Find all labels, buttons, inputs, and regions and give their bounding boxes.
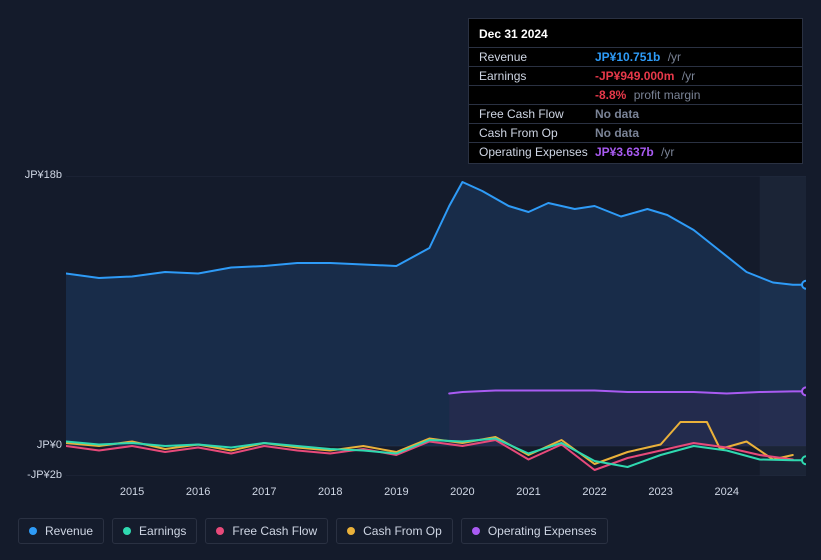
financials-chart[interactable]: JP¥18b JP¥0 -JP¥2b [18, 158, 806, 486]
tooltip-row-value: JP¥10.751b /yr [595, 50, 792, 64]
legend-dot-icon [123, 527, 131, 535]
legend-item[interactable]: Operating Expenses [461, 518, 608, 544]
tooltip-row-label: Cash From Op [479, 126, 595, 140]
tooltip-row-value: JP¥3.637b /yr [595, 145, 792, 159]
legend-label: Operating Expenses [488, 524, 597, 538]
tooltip-row-label: Earnings [479, 69, 595, 83]
tooltip-row: RevenueJP¥10.751b /yr [469, 47, 802, 66]
tooltip-row-label: Revenue [479, 50, 595, 64]
y-axis-label: JP¥18b [18, 169, 62, 181]
x-axis: 2015 2016 2017 2018 2019 2020 2021 2022 2023 2024 [66, 486, 806, 506]
legend-item[interactable]: Revenue [18, 518, 104, 544]
legend-item[interactable]: Cash From Op [336, 518, 453, 544]
x-axis-label: 2023 [648, 486, 672, 498]
x-axis-label: 2022 [582, 486, 606, 498]
tooltip-row: Earnings-JP¥949.000m /yr [469, 66, 802, 85]
tooltip-row-value: No data [595, 107, 792, 121]
legend-dot-icon [347, 527, 355, 535]
x-axis-label: 2017 [252, 486, 276, 498]
x-axis-label: 2021 [516, 486, 540, 498]
tooltip-row-label: Operating Expenses [479, 145, 595, 159]
tooltip-row: Cash From OpNo data [469, 123, 802, 142]
plot-area[interactable] [66, 176, 806, 476]
legend-label: Cash From Op [363, 524, 442, 538]
legend-dot-icon [216, 527, 224, 535]
legend-label: Revenue [45, 524, 93, 538]
x-axis-label: 2019 [384, 486, 408, 498]
legend-dot-icon [29, 527, 37, 535]
x-axis-label: 2018 [318, 486, 342, 498]
tooltip-row-value: No data [595, 126, 792, 140]
tooltip-date: Dec 31 2024 [469, 23, 802, 47]
x-axis-label: 2020 [450, 486, 474, 498]
legend-label: Earnings [139, 524, 186, 538]
tooltip-row-value: -8.8% profit margin [595, 88, 792, 102]
tooltip-row-label [479, 88, 595, 102]
legend-item[interactable]: Earnings [112, 518, 197, 544]
legend-item[interactable]: Free Cash Flow [205, 518, 328, 544]
legend-label: Free Cash Flow [232, 524, 317, 538]
tooltip-row: -8.8% profit margin [469, 85, 802, 104]
tooltip-row: Free Cash FlowNo data [469, 104, 802, 123]
data-tooltip: Dec 31 2024 RevenueJP¥10.751b /yrEarning… [468, 18, 803, 164]
y-axis-label: JP¥0 [18, 439, 62, 451]
x-axis-label: 2024 [714, 486, 738, 498]
legend: Revenue Earnings Free Cash Flow Cash From O… [18, 518, 608, 544]
tooltip-row-label: Free Cash Flow [479, 107, 595, 121]
x-axis-label: 2015 [120, 486, 144, 498]
x-axis-label: 2016 [186, 486, 210, 498]
tooltip-row-value: -JP¥949.000m /yr [595, 69, 792, 83]
y-axis-label: -JP¥2b [18, 469, 62, 481]
legend-dot-icon [472, 527, 480, 535]
